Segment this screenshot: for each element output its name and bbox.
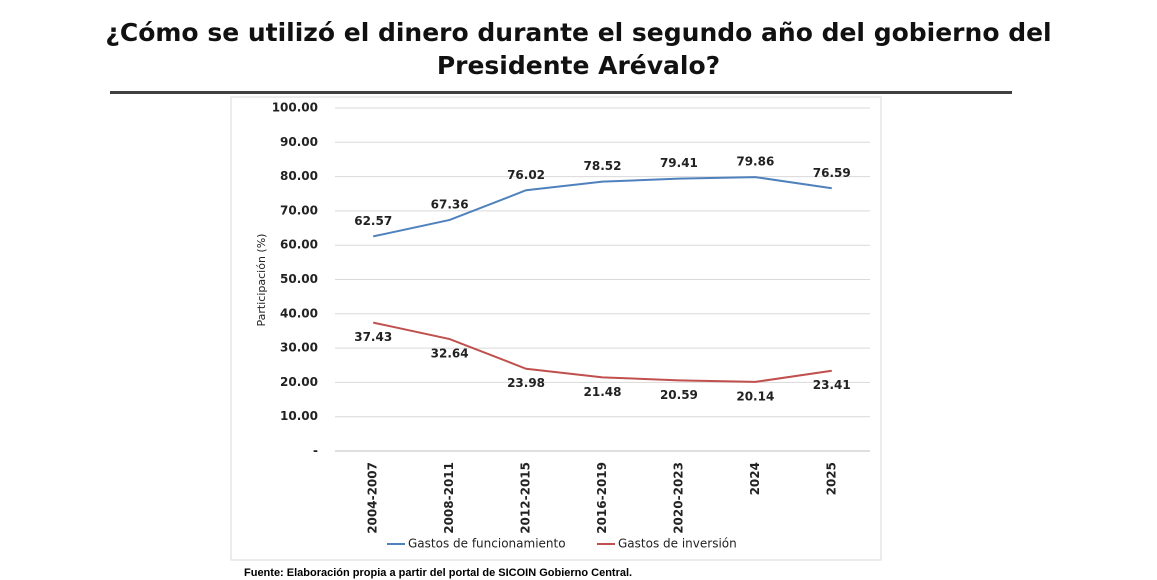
y-tick-label: 40.00 [280, 306, 318, 320]
y-tick-label: 70.00 [280, 203, 318, 217]
y-tick-label: 90.00 [280, 135, 318, 149]
y-axis-label: Participación (%) [255, 234, 268, 327]
data-label: 79.41 [660, 156, 698, 170]
data-label: 32.64 [431, 347, 469, 361]
y-tick-label: 50.00 [280, 272, 318, 286]
chart-frame [230, 96, 882, 561]
x-tick-label: 2012-2015 [519, 462, 533, 534]
y-tick-label: 100.00 [272, 101, 318, 115]
data-label: 20.14 [736, 389, 774, 403]
x-tick-label: 2016-2019 [595, 462, 609, 534]
x-tick-label: 2024 [748, 462, 762, 495]
y-tick-label: 80.00 [280, 169, 318, 183]
y-tick-label: 30.00 [280, 341, 318, 355]
y-tick-label: 20.00 [280, 375, 318, 389]
data-label: 76.02 [507, 168, 545, 182]
x-tick-label: 2004-2007 [366, 462, 380, 534]
data-label: 23.41 [813, 378, 851, 392]
y-tick-label: 10.00 [280, 409, 318, 423]
data-label: 76.59 [813, 166, 851, 180]
legend-label: Gastos de inversión [618, 537, 737, 551]
y-tick-label: - [313, 444, 318, 458]
data-label: 79.86 [736, 155, 774, 169]
x-tick-label: 2025 [824, 462, 838, 495]
data-label: 78.52 [584, 159, 622, 173]
x-tick-label: 2020-2023 [671, 462, 685, 534]
x-tick-label: 2008-2011 [442, 462, 456, 534]
title-rule [110, 91, 1012, 94]
data-label: 20.59 [660, 388, 698, 402]
data-label: 21.48 [584, 385, 622, 399]
data-label: 62.57 [354, 214, 392, 228]
legend-label: Gastos de funcionamiento [408, 537, 566, 551]
data-label: 67.36 [431, 197, 469, 211]
source-note: Fuente: Elaboración propia a partir del … [244, 567, 633, 579]
y-tick-label: 60.00 [280, 238, 318, 252]
series-line [373, 321, 832, 383]
data-label: 37.43 [354, 330, 392, 344]
series-line [373, 176, 832, 238]
slide-title: ¿Cómo se utilizó el dinero durante el se… [105, 18, 1052, 80]
data-label: 23.98 [507, 376, 545, 390]
